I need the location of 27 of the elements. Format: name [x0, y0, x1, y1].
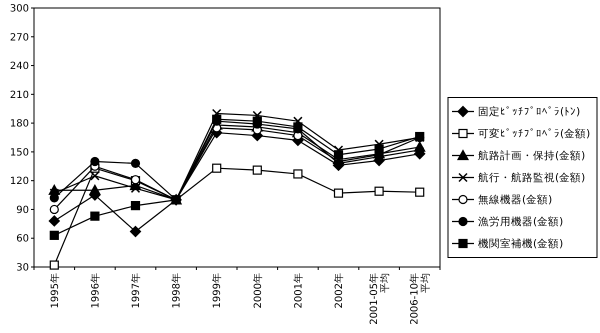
legend-label: 航路計画・保持(金額): [478, 149, 586, 162]
y-tick-label: 60: [16, 234, 29, 245]
y-tick-label: 270: [10, 32, 29, 44]
x-tick-label: 1997年: [130, 273, 142, 308]
x-tick-label: 2001年: [292, 273, 304, 308]
legend-label: 固定ﾋﾟｯﾁﾌﾟﾛﾍﾟﾗ(ﾄﾝ): [478, 105, 580, 118]
x-tick-label: 2006-10年平均: [408, 273, 432, 325]
x-tick-label: 1999年: [211, 273, 224, 308]
y-tick-label: 150: [10, 147, 29, 158]
y-tick-label: 120: [10, 176, 29, 188]
x-tick-label: 2001-05年平均: [368, 273, 392, 325]
legend-label: 漁労用機器(金額): [478, 215, 564, 228]
y-tick-label: 300: [10, 4, 29, 14]
x-tick-label: 2002年: [333, 273, 345, 308]
legend-label: 可変ﾋﾟｯﾁﾌﾟﾛﾍﾟﾗ(金額): [478, 127, 590, 140]
y-tick-label: 30: [16, 262, 29, 274]
x-tick-label: 1996年: [89, 273, 102, 308]
x-tick-label: 1998年: [170, 273, 183, 308]
legend-label: 航行・航路監視(金額): [478, 171, 586, 184]
y-tick-label: 90: [16, 204, 29, 216]
x-tick-label: 1995年: [48, 273, 61, 308]
legend-label: 機関室補機(金額): [478, 237, 564, 250]
x-tick-label: 2000年: [252, 273, 264, 308]
y-tick-label: 240: [10, 61, 29, 72]
y-tick-label: 180: [10, 118, 29, 130]
legend-label: 無線機器(金額): [478, 193, 552, 206]
y-tick-label: 210: [10, 90, 29, 101]
